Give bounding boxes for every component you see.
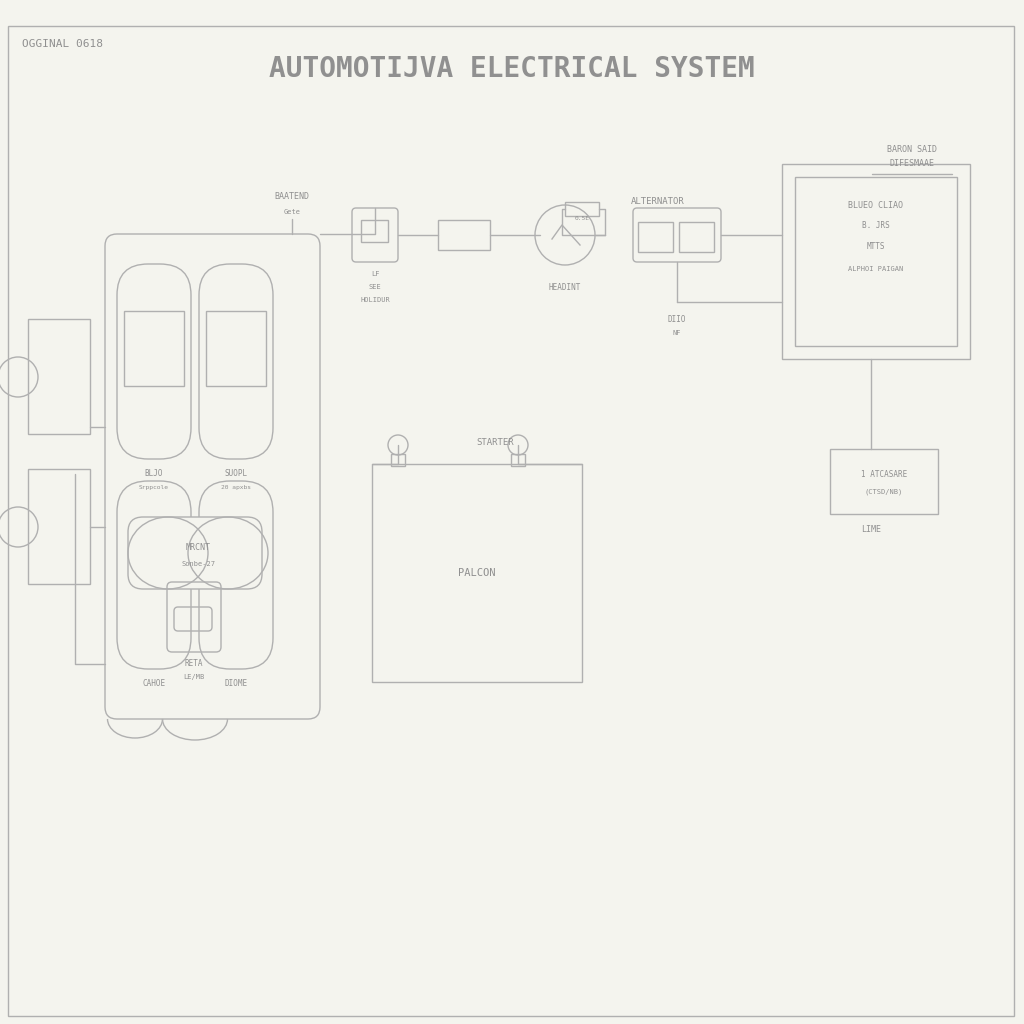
Text: BARON SAID: BARON SAID (887, 144, 937, 154)
Text: 1 ATCASARE: 1 ATCASARE (861, 470, 907, 479)
Bar (511, 454, 525, 466)
Text: AUTOMOTIJVA ELECTRICAL SYSTEM: AUTOMOTIJVA ELECTRICAL SYSTEM (269, 55, 755, 83)
Text: MTTS: MTTS (866, 242, 886, 251)
Bar (795, 177, 957, 346)
Bar (438, 220, 490, 250)
Text: ALPHOI PAIGAN: ALPHOI PAIGAN (848, 266, 903, 272)
Bar (830, 449, 938, 514)
Text: NF: NF (673, 330, 681, 336)
Text: LE/MB: LE/MB (183, 674, 205, 680)
Text: DIIO: DIIO (668, 314, 686, 324)
Text: (CTSD/NB): (CTSD/NB) (865, 488, 903, 495)
Text: RETA: RETA (184, 659, 203, 669)
Text: B. JRS: B. JRS (862, 221, 890, 230)
Text: DIFESMAAE: DIFESMAAE (890, 160, 935, 169)
Text: OGGINAL 0618: OGGINAL 0618 (22, 39, 103, 49)
Text: MRCNT: MRCNT (185, 544, 211, 553)
Text: STARTER: STARTER (476, 437, 514, 446)
Text: BLUEO CLIAO: BLUEO CLIAO (849, 202, 903, 211)
Bar (206, 311, 266, 386)
Text: BLJO: BLJO (144, 469, 163, 478)
Text: Gete: Gete (284, 209, 300, 215)
Text: ALTERNATOR: ALTERNATOR (631, 198, 685, 207)
Text: SEE: SEE (369, 284, 381, 290)
Bar (28, 319, 90, 434)
Text: 20 apxbs: 20 apxbs (221, 485, 251, 490)
Bar (565, 202, 599, 216)
Text: LIME: LIME (861, 524, 881, 534)
Bar (28, 469, 90, 584)
FancyBboxPatch shape (128, 517, 262, 589)
Bar (782, 164, 970, 359)
Bar (372, 464, 582, 682)
Text: LF: LF (371, 271, 379, 278)
Text: BAATEND: BAATEND (274, 191, 309, 201)
Text: CAHOE: CAHOE (142, 680, 166, 688)
Bar (638, 222, 673, 252)
Text: Srppcole: Srppcole (139, 485, 169, 490)
Text: HOLIDUR: HOLIDUR (360, 297, 390, 303)
Text: Sonbe-27: Sonbe-27 (181, 561, 215, 567)
Bar (679, 222, 714, 252)
Text: PALCON: PALCON (459, 568, 496, 578)
Text: SUOPL: SUOPL (224, 469, 248, 478)
Bar (361, 220, 388, 242)
Text: HEADINT: HEADINT (549, 283, 582, 292)
Bar (391, 454, 406, 466)
Text: DIOME: DIOME (224, 680, 248, 688)
Text: 0.5E: 0.5E (574, 216, 590, 221)
Bar (124, 311, 184, 386)
